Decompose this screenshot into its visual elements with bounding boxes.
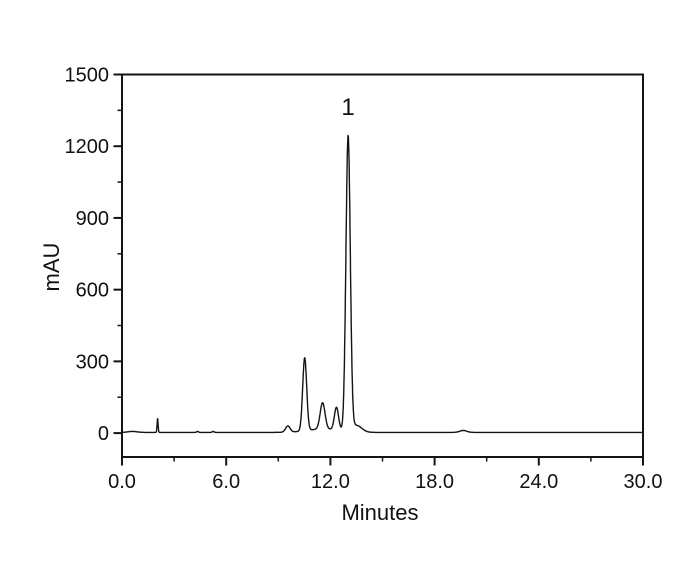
- y-tick-label: 0: [98, 423, 109, 445]
- x-tick-label: 18.0: [415, 471, 454, 493]
- x-tick-label: 0.0: [108, 471, 136, 493]
- y-tick-label: 1500: [65, 65, 110, 87]
- y-tick-label: 1200: [65, 136, 110, 158]
- x-tick-label: 30.0: [624, 471, 663, 493]
- y-tick-label: 900: [76, 208, 109, 230]
- y-tick-label: 300: [76, 351, 109, 373]
- x-tick-label: 12.0: [311, 471, 350, 493]
- y-tick-label: 600: [76, 280, 109, 302]
- x-axis-title: Minutes: [341, 500, 419, 525]
- chromatogram-trace: [121, 134, 644, 434]
- x-tick-label: 24.0: [519, 471, 558, 493]
- x-tick-label: 6.0: [212, 471, 240, 493]
- y-axis-title: mAU: [39, 242, 64, 292]
- plot-frame: [121, 73, 644, 458]
- peak-annotation: 1: [341, 94, 354, 121]
